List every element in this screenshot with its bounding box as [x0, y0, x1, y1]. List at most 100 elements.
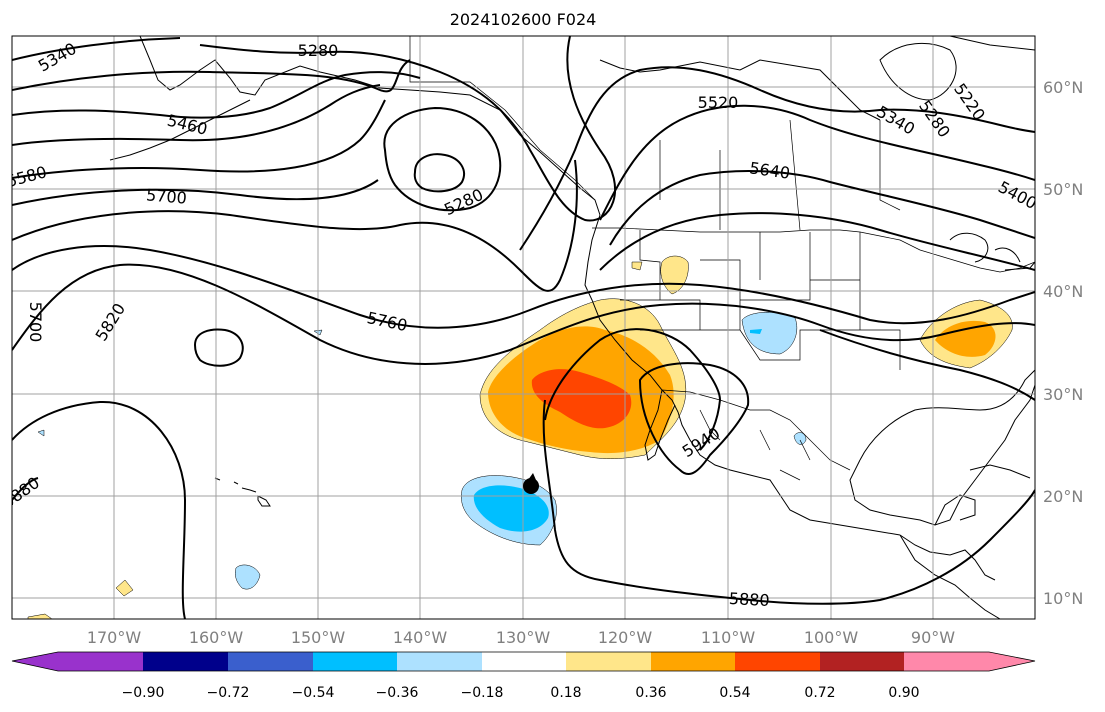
lon-label-120w: 120°W — [598, 628, 653, 647]
colorbar-tick-9: 0.72 — [804, 685, 835, 701]
border-alaska-canada — [409, 36, 596, 201]
colorbar-segment-8 — [651, 652, 735, 671]
lon-label-160w: 160°W — [189, 628, 244, 647]
contour-5700 — [12, 159, 578, 292]
coast-us-west — [584, 214, 901, 536]
colorbar-tick-5: −0.18 — [461, 685, 504, 701]
lat-label-20n: 20°N — [1043, 487, 1083, 506]
positive-anomaly-southcentral-core — [935, 320, 996, 357]
latitude-labels: 60°N 50°N 40°N 30°N 20°N 10°N — [1043, 78, 1083, 608]
colorbar-outline — [11, 651, 1036, 672]
coast-yucatan — [934, 494, 976, 526]
border-us-mexico — [661, 389, 851, 471]
coast-central-america — [899, 534, 1001, 619]
map-border — [11, 35, 1036, 620]
colorbar-segment-9 — [735, 652, 820, 671]
contour-5880-east — [542, 399, 1035, 605]
lat-label-10n: 10°N — [1043, 589, 1083, 608]
contour-north-2 — [12, 59, 411, 93]
map-area: 5340 5280 5460 5580 5700 5520 5280 5640 … — [12, 36, 1035, 619]
coast-gulf — [849, 384, 1035, 581]
colorbar-tick-10: 0.90 — [888, 685, 919, 701]
colorbar-tick-7: 0.36 — [635, 685, 666, 701]
contour-5280-closed — [413, 153, 465, 193]
colorbar-segment-5 — [397, 652, 482, 671]
contour-5520-west — [12, 84, 381, 146]
contour-east-1 — [519, 66, 1035, 251]
colorbar-tick-4: −0.36 — [376, 685, 419, 701]
colorbar-segment-4 — [313, 652, 397, 671]
border-canada-provinces — [659, 119, 901, 231]
contour-5580 — [12, 99, 386, 179]
contour-5640-west — [12, 179, 379, 206]
lat-label-30n: 30°N — [1043, 385, 1083, 404]
longitude-labels: 170°W 160°W 150°W 140°W 130°W 120°W 110°… — [87, 628, 955, 647]
negative-anomaly-colorado — [741, 312, 798, 355]
contour-5880-se — [819, 329, 1035, 401]
colorbar-extend-high — [989, 652, 1035, 671]
coast-aleutians — [109, 99, 251, 161]
negative-anomaly-small-1 — [793, 432, 807, 445]
contour-5520-east — [599, 104, 1035, 221]
negative-anomaly-small-3 — [37, 429, 45, 437]
contour-label-5280-top: 5280 — [298, 41, 339, 60]
colorbar-segment-10 — [820, 652, 904, 671]
colorbar-tick-2: −0.72 — [207, 685, 250, 701]
colorbar-tick-6: 0.18 — [550, 685, 581, 701]
contour-label-5880-south: 5880 — [728, 589, 770, 610]
coast-gulf-north — [859, 369, 1035, 461]
colorbar-tick-3: −0.54 — [292, 685, 335, 701]
positive-anomaly-small-2 — [115, 579, 134, 597]
contour-5880-sw — [12, 477, 39, 501]
contour-5760 — [12, 245, 1035, 329]
positive-anomaly-small-1 — [631, 261, 643, 271]
contour-5700-east — [599, 212, 1035, 271]
contour-label-5520: 5520 — [698, 93, 739, 112]
lon-label-170w: 170°W — [87, 628, 142, 647]
contour-north-1 — [12, 36, 617, 222]
contour-5880-west — [12, 400, 187, 619]
marker-tip — [528, 473, 536, 480]
lat-label-50n: 50°N — [1043, 180, 1083, 199]
coast-hudson-bay — [879, 42, 957, 101]
coast-alaska — [139, 36, 601, 216]
positive-anomaly-small-3 — [27, 613, 53, 619]
contour-5340-low — [383, 106, 502, 212]
colorbar-segment-7 — [566, 652, 651, 671]
lon-label-140w: 140°W — [393, 628, 448, 647]
colorbar-tick-1: −0.90 — [122, 685, 165, 701]
border-states-1 — [620, 230, 901, 370]
contour-5940 — [638, 362, 750, 475]
contour-5820-closed — [193, 328, 244, 367]
colorbar-tick-8: 0.54 — [719, 685, 750, 701]
colorbar-segment-2 — [143, 652, 228, 671]
border-mexico-states — [699, 409, 811, 481]
coast-cuba — [969, 464, 1031, 479]
contour-label-5700-west: 5700 — [26, 302, 45, 343]
colorbar-segment-1 — [58, 652, 143, 671]
colorbar-segment-3 — [228, 652, 313, 671]
borders — [409, 36, 1035, 481]
border-canada-us — [592, 227, 1035, 273]
coast-baffin — [949, 36, 1035, 51]
colorbar: −0.90 −0.72 −0.54 −0.36 −0.18 0.18 0.36 … — [11, 651, 1036, 701]
lon-label-110w: 110°W — [701, 628, 756, 647]
shading-layer — [27, 255, 1013, 619]
colorbar-extend-low — [12, 652, 58, 671]
colorbar-segment-11 — [904, 652, 989, 671]
lat-label-60n: 60°N — [1043, 78, 1083, 97]
coast-baja — [644, 389, 676, 461]
positive-anomaly-core — [531, 369, 632, 429]
location-marker-icon — [523, 478, 539, 494]
lon-label-150w: 150°W — [291, 628, 346, 647]
height-contours — [12, 36, 1035, 619]
lon-label-100w: 100°W — [804, 628, 859, 647]
negative-anomaly-hawaii-south — [235, 564, 261, 590]
coast-hawaii — [214, 477, 271, 507]
coastlines — [109, 36, 1035, 619]
contour-5880-main — [12, 328, 722, 505]
contour-5460 — [12, 71, 421, 119]
lat-label-40n: 40°N — [1043, 282, 1083, 301]
contour-5640-east — [609, 170, 1035, 246]
